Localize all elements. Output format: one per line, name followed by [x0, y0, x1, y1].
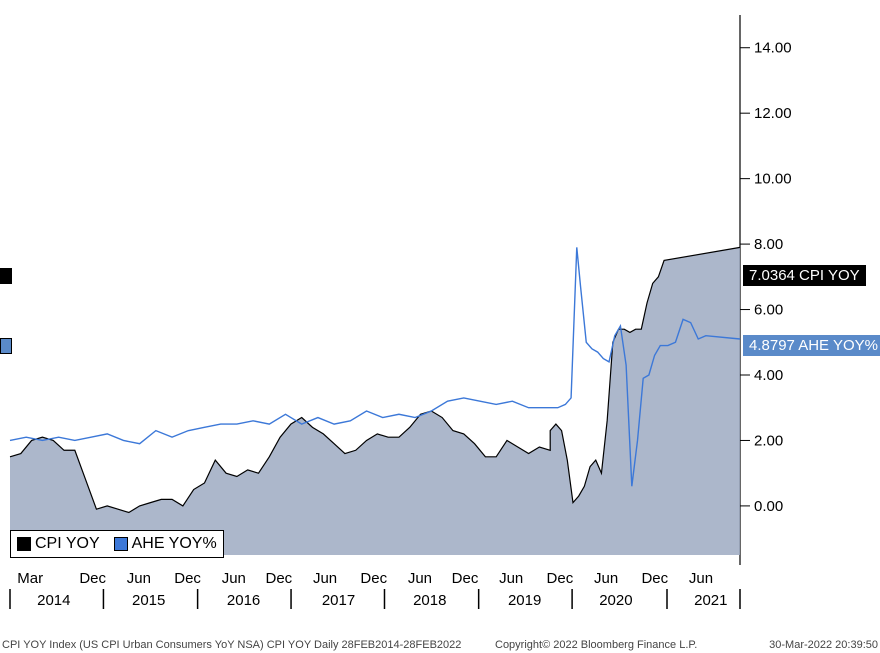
svg-text:Mar: Mar — [17, 570, 43, 587]
svg-text:Jun: Jun — [222, 570, 246, 587]
left-marker-ahe — [0, 338, 12, 354]
legend: CPI YOY AHE YOY% — [10, 530, 224, 558]
svg-text:12.00: 12.00 — [754, 105, 792, 122]
svg-text:2021: 2021 — [694, 592, 727, 609]
svg-text:Jun: Jun — [499, 570, 523, 587]
legend-label-ahe: AHE YOY% — [132, 535, 217, 553]
svg-text:2.00: 2.00 — [754, 432, 783, 449]
svg-text:14.00: 14.00 — [754, 40, 792, 57]
legend-swatch-cpi — [17, 537, 31, 551]
legend-swatch-ahe — [114, 537, 128, 551]
legend-label-cpi: CPI YOY — [35, 535, 100, 553]
svg-text:8.00: 8.00 — [754, 236, 783, 253]
svg-text:Dec: Dec — [174, 570, 201, 587]
svg-text:Dec: Dec — [452, 570, 479, 587]
svg-text:2017: 2017 — [322, 592, 355, 609]
footer-center: Copyright© 2022 Bloomberg Finance L.P. — [495, 639, 697, 651]
svg-text:Jun: Jun — [689, 570, 713, 587]
svg-text:6.00: 6.00 — [754, 302, 783, 319]
flag-ahe-last-value: 4.8797 AHE YOY% — [743, 335, 880, 356]
svg-text:Dec: Dec — [547, 570, 574, 587]
footer-right: 30-Mar-2022 20:39:50 — [769, 639, 878, 651]
chart-container: 0.00 2.00 4.00 6.00 8.00 10.00 12.00 14.00 Mar De… — [0, 0, 880, 653]
svg-text:2014: 2014 — [37, 592, 70, 609]
svg-text:Jun: Jun — [594, 570, 618, 587]
svg-text:2015: 2015 — [132, 592, 165, 609]
svg-text:Dec: Dec — [360, 570, 387, 587]
svg-text:Dec: Dec — [79, 570, 106, 587]
left-marker-cpi — [0, 268, 12, 284]
svg-text:Dec: Dec — [641, 570, 668, 587]
footer-left: CPI YOY Index (US CPI Urban Consumers Yo… — [2, 639, 461, 651]
svg-text:2018: 2018 — [413, 592, 446, 609]
svg-text:Jun: Jun — [127, 570, 151, 587]
svg-text:2019: 2019 — [508, 592, 541, 609]
flag-cpi-last-value: 7.0364 CPI YOY — [743, 265, 866, 286]
svg-text:10.00: 10.00 — [754, 171, 792, 188]
svg-text:Dec: Dec — [266, 570, 293, 587]
svg-text:Jun: Jun — [313, 570, 337, 587]
svg-text:0.00: 0.00 — [754, 498, 783, 515]
svg-text:2016: 2016 — [227, 592, 260, 609]
svg-text:2020: 2020 — [599, 592, 632, 609]
svg-text:Jun: Jun — [408, 570, 432, 587]
svg-text:4.00: 4.00 — [754, 367, 783, 384]
